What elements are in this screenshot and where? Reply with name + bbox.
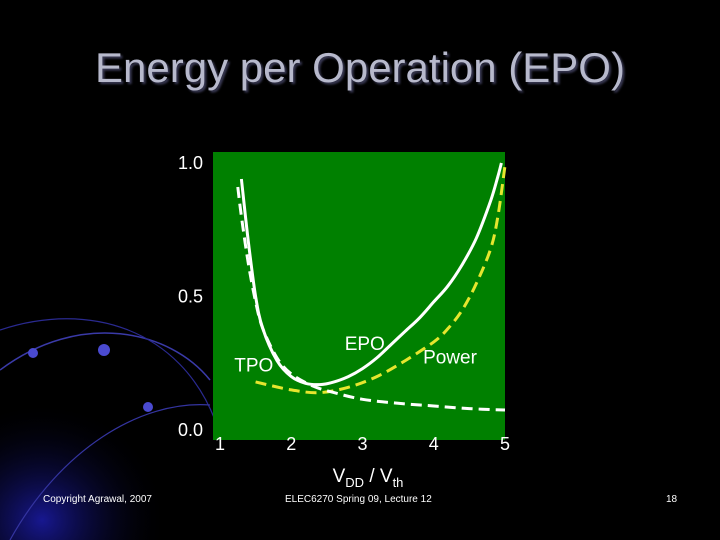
x-tick-label: 1 <box>215 434 225 454</box>
orbit-dot <box>28 348 38 358</box>
x-tick-label: 5 <box>500 434 510 454</box>
blue-swoosh <box>0 341 210 540</box>
x-tick-label: 3 <box>357 434 367 454</box>
orbit-dot <box>98 344 110 356</box>
y-tick-label: 1.0 <box>178 153 203 173</box>
series-tpo-line <box>236 186 506 412</box>
y-tick-label: 0.5 <box>178 287 203 307</box>
x-axis-label: VDD / Vth <box>333 466 404 490</box>
y-tick-label: 0.0 <box>178 420 203 440</box>
annotation-epo-label: EPO <box>345 334 385 355</box>
page-number: 18 <box>666 494 678 505</box>
orbit-dot <box>143 402 153 412</box>
x-tick-label: 4 <box>429 434 439 454</box>
annotation-power-label: Power <box>423 347 478 368</box>
slide-title: Energy per Operation (EPO) <box>95 44 625 91</box>
course-footer: ELEC6270 Spring 09, Lecture 12 <box>285 494 432 505</box>
orbit-line <box>9 404 211 540</box>
annotation-tpo-label: TPO <box>234 355 273 376</box>
plot-area <box>213 152 505 440</box>
series-power-line <box>255 165 507 395</box>
x-tick-label: 2 <box>286 434 296 454</box>
copyright-footer: Copyright Agrawal, 2007 <box>43 494 152 505</box>
orbit-line <box>0 318 216 421</box>
